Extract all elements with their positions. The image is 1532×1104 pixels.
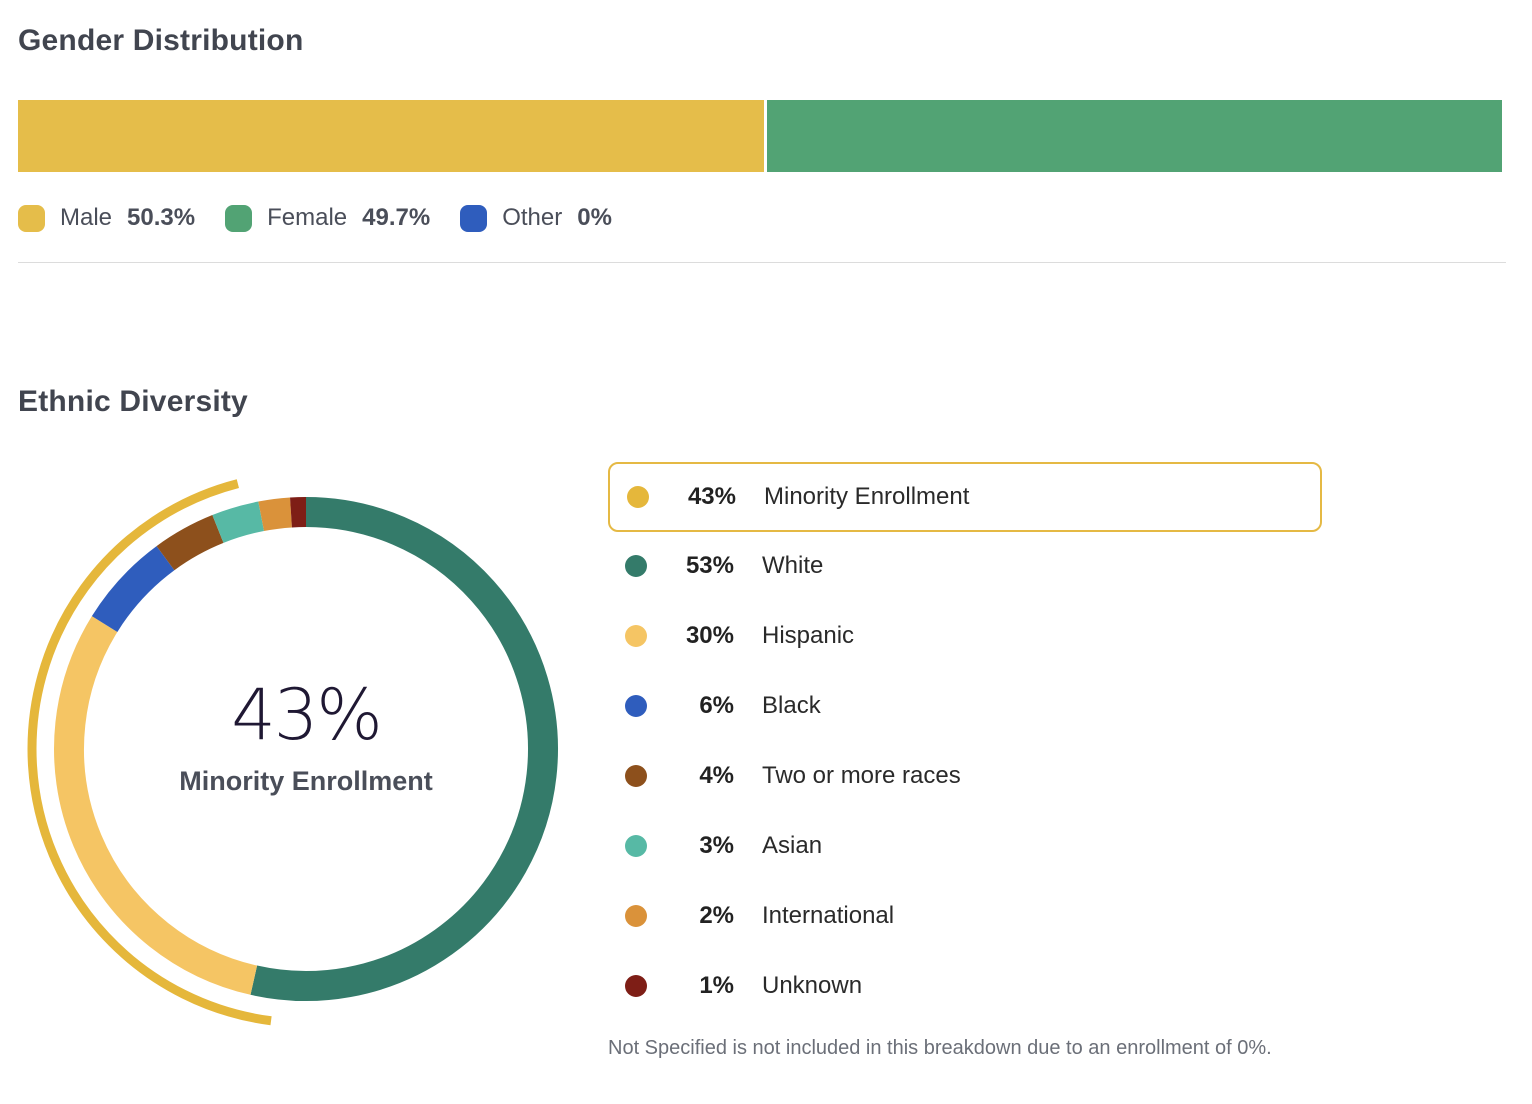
donut-center-value: 43% xyxy=(231,674,383,756)
male-swatch-icon xyxy=(18,204,45,232)
gender-legend-item-male[interactable]: Male 50.3% xyxy=(18,204,195,232)
legend-percent: 2% xyxy=(699,902,734,929)
legend-percent: 6% xyxy=(699,692,734,719)
gender-bar-segment-female[interactable] xyxy=(764,100,1502,172)
gender-bar-segment-male[interactable] xyxy=(18,100,765,172)
legend-label: International xyxy=(762,902,895,929)
legend-percent: 53% xyxy=(685,552,734,579)
female-swatch-icon xyxy=(225,204,253,232)
legend-dot-icon xyxy=(625,905,647,927)
legend-label: Hispanic xyxy=(762,622,855,649)
gender-legend-item-other[interactable]: Other 0% xyxy=(460,204,612,232)
legend-label: Minority Enrollment xyxy=(764,483,970,510)
legend-dot-icon xyxy=(627,486,649,508)
gender-legend-value: 50.3% xyxy=(127,204,196,231)
donut-slice-international[interactable] xyxy=(258,497,293,532)
gender-legend-item-female[interactable]: Female 49.7% xyxy=(225,204,430,232)
ethnic-legend-item-international[interactable]: 2% International xyxy=(608,881,1322,951)
gender-legend-value: 0% xyxy=(577,204,612,231)
ethnic-footnote: Not Specified is not included in this br… xyxy=(608,1037,1272,1059)
legend-label: Asian xyxy=(762,832,823,859)
gender-legend: Male 50.3% Female 49.7% Other 0% xyxy=(18,200,642,236)
donut-slice-black[interactable] xyxy=(91,546,175,633)
section-divider xyxy=(18,262,1506,263)
donut-slice-hispanic[interactable] xyxy=(54,616,258,995)
ethnic-donut-chart xyxy=(27,479,558,1026)
legend-percent: 4% xyxy=(699,762,734,789)
ethnic-legend-item-unknown[interactable]: 1% Unknown xyxy=(608,951,1322,1021)
gender-legend-value: 49.7% xyxy=(362,204,431,231)
legend-label: Two or more races xyxy=(762,762,961,789)
legend-dot-icon xyxy=(625,765,647,787)
legend-label: Black xyxy=(762,692,821,719)
donut-slice-white[interactable] xyxy=(250,497,558,1001)
gender-distribution-bar xyxy=(18,100,1502,172)
other-swatch-icon xyxy=(460,204,488,232)
gender-legend-label: Male xyxy=(60,204,113,231)
donut-slice-two-or-more-races[interactable] xyxy=(156,515,224,571)
ethnic-legend-item-white[interactable]: 53% White xyxy=(608,531,1322,601)
legend-dot-icon xyxy=(625,625,647,647)
ethnic-legend-item-two-or-more-races[interactable]: 4% Two or more races xyxy=(608,741,1322,811)
legend-label: White xyxy=(762,552,824,579)
gender-distribution-title: Gender Distribution xyxy=(18,24,304,57)
ethnic-legend-item-black[interactable]: 6% Black xyxy=(608,671,1322,741)
legend-label: Unknown xyxy=(762,972,863,999)
legend-percent: 1% xyxy=(699,972,734,999)
gender-legend-label: Other xyxy=(502,204,563,231)
ethnic-legend-item-hispanic[interactable]: 30% Hispanic xyxy=(608,601,1322,671)
minority-enrollment-arc[interactable] xyxy=(27,479,272,1026)
ethnic-legend-item-asian[interactable]: 3% Asian xyxy=(608,811,1322,881)
donut-slice-asian[interactable] xyxy=(212,501,265,544)
legend-dot-icon xyxy=(625,835,647,857)
gender-legend-label: Female xyxy=(267,204,348,231)
legend-percent: 3% xyxy=(699,832,734,859)
ethnic-diversity-title: Ethnic Diversity xyxy=(18,385,248,418)
legend-dot-icon xyxy=(625,695,647,717)
legend-percent: 30% xyxy=(685,622,734,649)
donut-center-label: 43% Minority Enrollment xyxy=(156,680,456,797)
ethnic-legend-item-minority-enrollment[interactable]: 43% Minority Enrollment xyxy=(608,462,1322,532)
legend-dot-icon xyxy=(625,975,647,997)
legend-dot-icon xyxy=(625,555,647,577)
legend-percent: 43% xyxy=(687,483,736,510)
donut-center-caption: Minority Enrollment xyxy=(179,766,433,796)
